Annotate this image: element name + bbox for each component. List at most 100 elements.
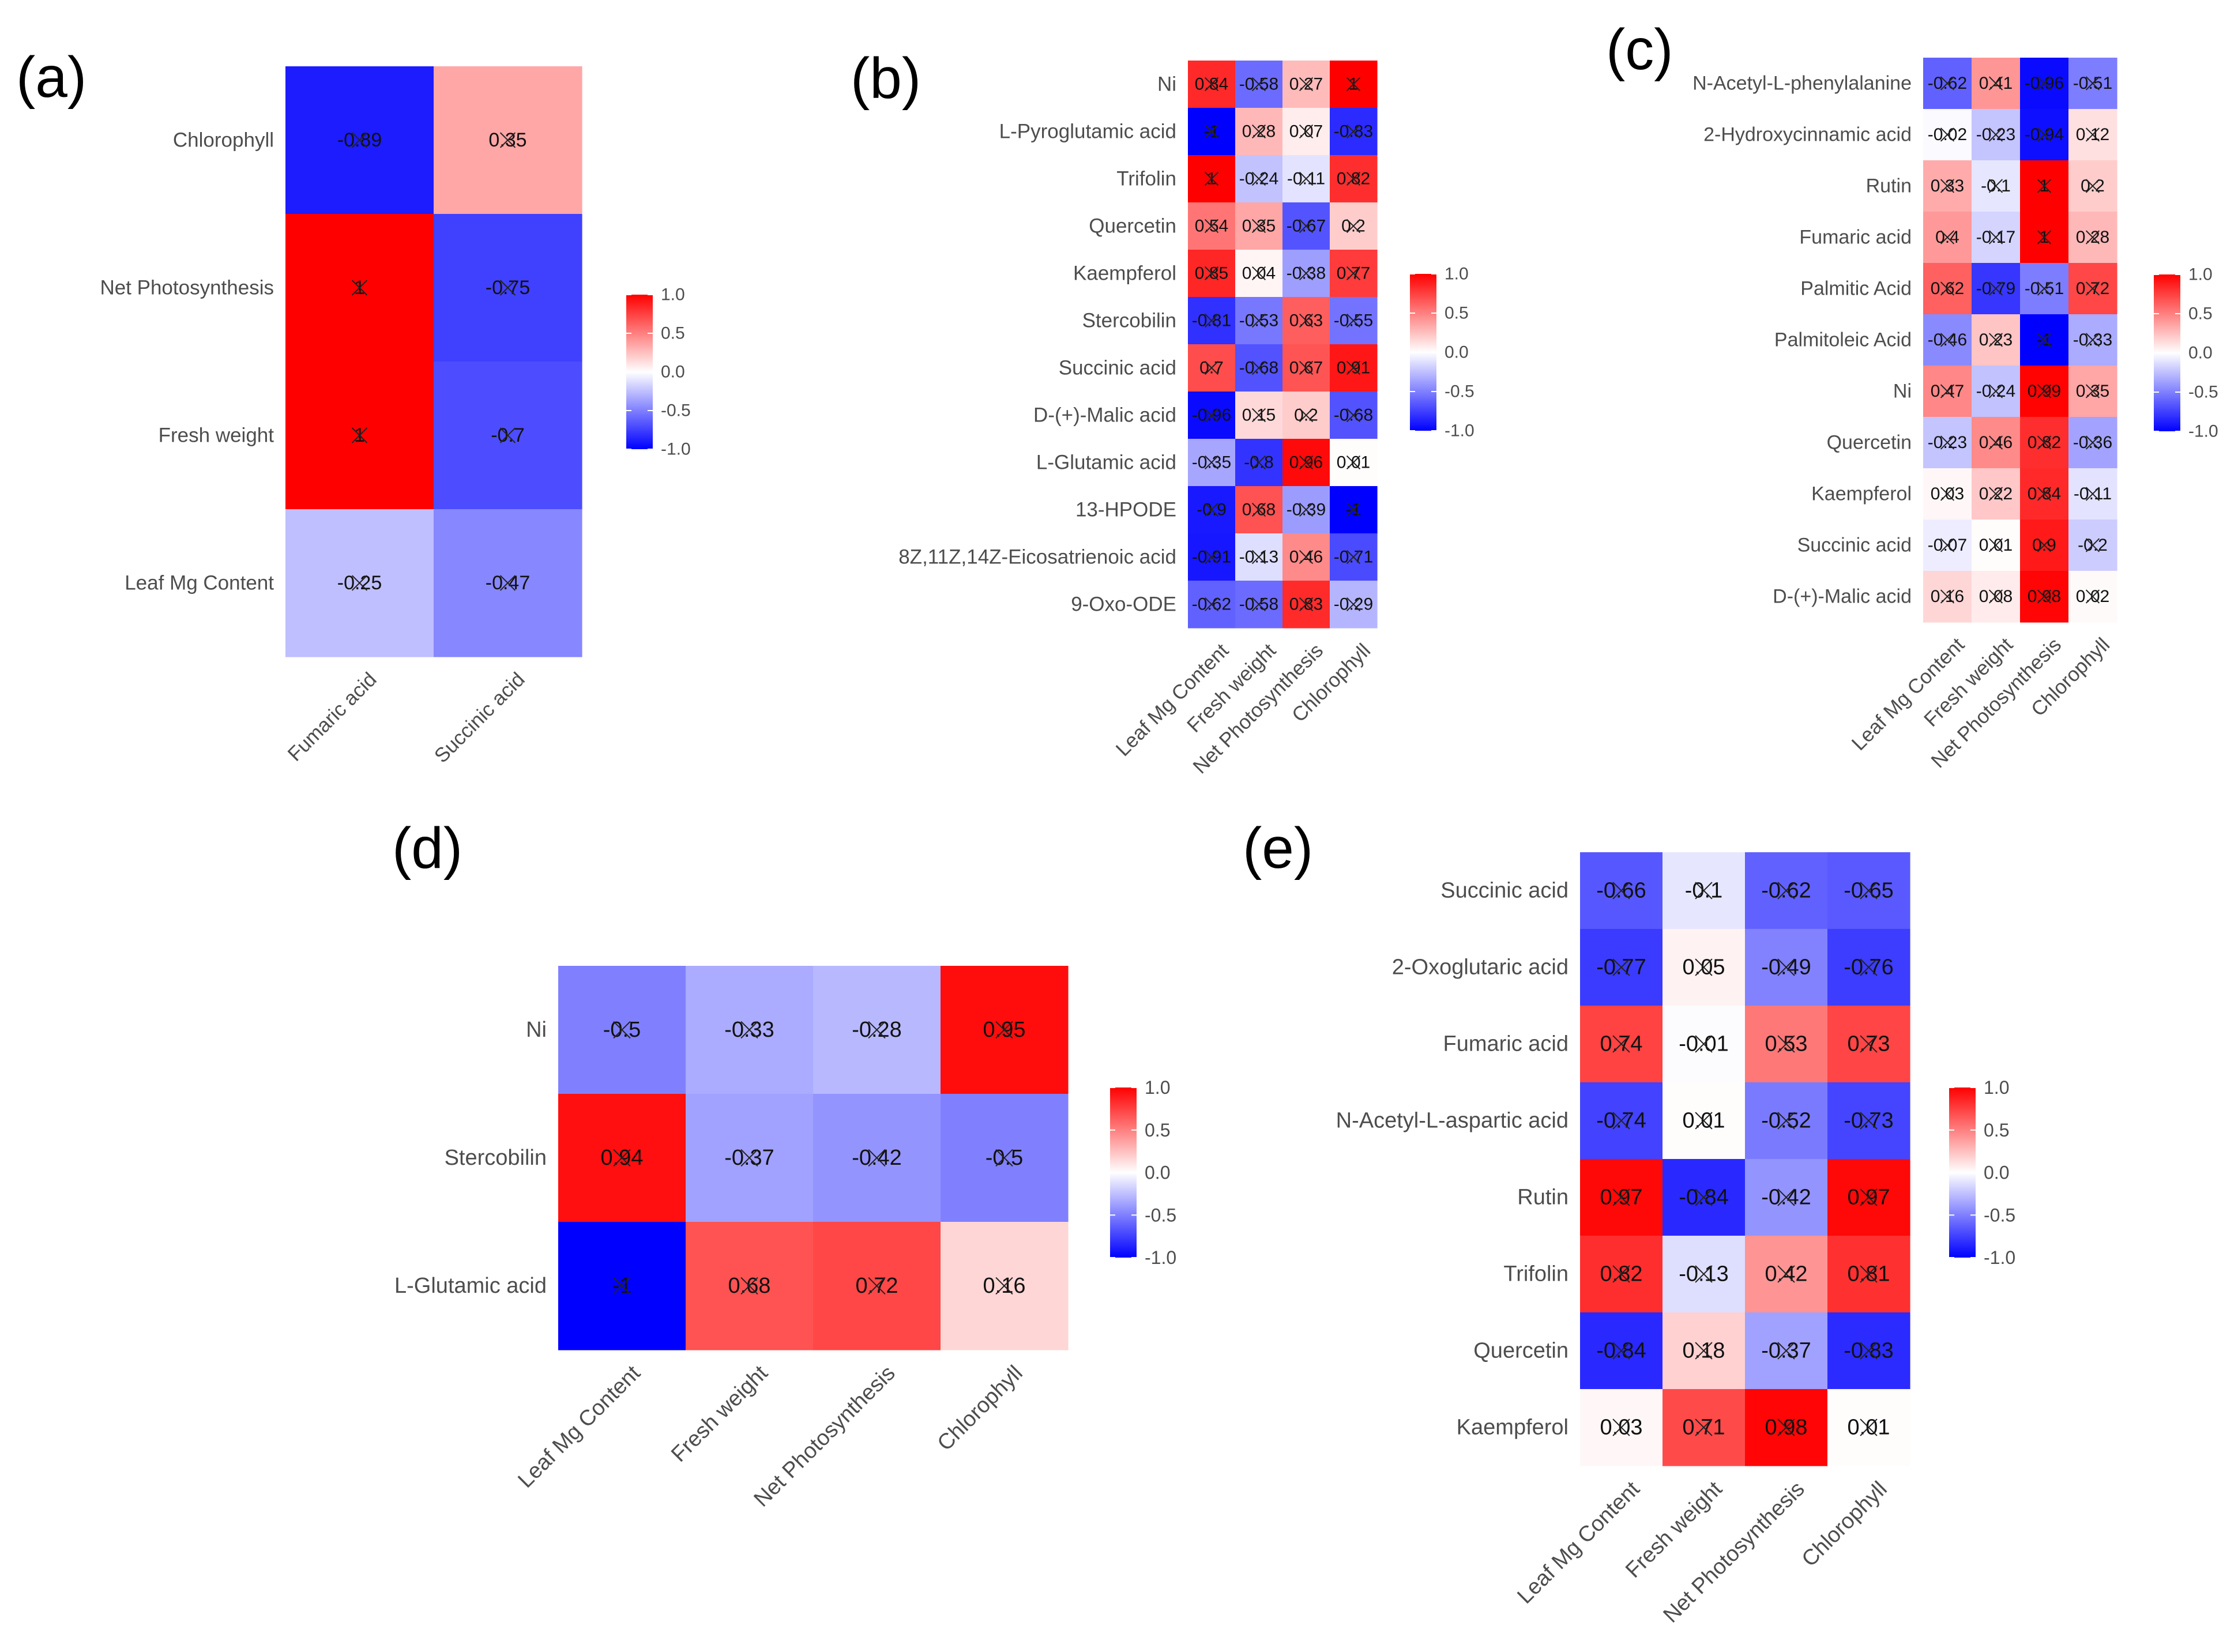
cross-mark [1612,882,1630,900]
row-label: Stercobilin [445,1146,547,1170]
cross-mark [1940,487,1955,501]
heatmap-panel-3: (c)-0.62 0.41 -0.96 -0.51-0.02 -0.23 -0.94 0.1… [1606,17,2218,772]
row-label: Trifolin [1503,1262,1569,1286]
column-label: Leaf Mg Content [513,1361,645,1493]
cross-mark [2085,127,2100,142]
cross-mark [1695,882,1713,900]
panel-label: (b) [851,46,921,111]
cross-mark [2037,281,2052,296]
cross-mark [1777,1342,1795,1360]
legend-tick-label: 1.0 [1145,1077,1170,1098]
cross-mark [1346,313,1361,328]
cross-mark [1204,77,1219,92]
cross-mark [1204,455,1219,470]
cross-mark [1251,219,1266,234]
cross-mark [2037,538,2052,552]
cross-mark [1940,127,1955,142]
legend-tick-label: 0.5 [1145,1120,1170,1141]
row-label: Stercobilin [1082,310,1176,332]
row-label: Ni [526,1018,547,1042]
row-label: Kaempferol [1073,262,1176,285]
cross-mark [1204,550,1219,565]
cross-mark [1988,230,2003,244]
cross-mark [868,1277,886,1295]
row-label: Ni [1893,381,1912,402]
cross-mark [1695,1265,1713,1283]
cross-mark [1988,487,2003,501]
legend-tick-label: 0.0 [1445,343,1469,362]
row-label: 2-Hydroxycinnamic acid [1703,124,1912,146]
legend-tick-label: 0.5 [1984,1120,2009,1141]
column-label: Net Photosynthesis [750,1361,900,1511]
cross-mark [1299,455,1314,470]
row-label: N-Acetyl-L-aspartic acid [1336,1109,1569,1133]
row-label: D-(+)-Malic acid [1033,404,1176,427]
cross-mark [1860,1265,1878,1283]
cross-mark [1612,958,1630,976]
cross-mark [868,1021,886,1039]
cross-mark [1777,882,1795,900]
cross-mark [1251,550,1266,565]
cross-mark [1695,1342,1713,1360]
row-label: Leaf Mg Content [125,572,274,594]
cross-mark [2085,384,2100,398]
column-label: Chlorophyll [933,1361,1028,1455]
cross-mark [740,1021,758,1039]
legend-tick-label: 0.5 [1445,304,1469,323]
legend-tick-label: 0.5 [661,324,685,343]
cross-mark [2085,487,2100,501]
cross-mark [1299,124,1314,139]
row-label: Chlorophyll [173,129,274,152]
row-label: Fumaric acid [1443,1032,1569,1056]
row-label: Fumaric acid [1799,227,1912,249]
column-label: Fumaric acid [283,668,381,766]
cross-mark [1346,455,1361,470]
cross-mark [613,1149,631,1167]
cross-mark [1346,219,1361,234]
cross-mark [1204,360,1219,375]
cross-mark [499,427,516,443]
cross-mark [2085,589,2100,604]
cross-mark [1204,219,1219,234]
cross-mark [1988,179,2003,193]
cross-mark [1777,1418,1795,1436]
cross-mark [1346,77,1361,92]
cross-mark [351,427,368,443]
cross-mark [1988,538,2003,552]
panel-label: (a) [16,45,86,110]
legend-tick-label: -1.0 [1984,1247,2015,1268]
cross-mark [1251,455,1266,470]
legend-tick-label: -0.5 [661,401,691,420]
cross-mark [2037,589,2052,604]
cross-mark [1988,127,2003,142]
cross-mark [1204,313,1219,328]
cross-mark [1346,408,1361,423]
cross-mark [995,1277,1013,1295]
legend-tick-label: -1.0 [1445,422,1475,441]
row-label: N-Acetyl-L-phenylalanine [1692,73,1912,95]
cross-mark [1204,502,1219,517]
row-label: Quercetin [1827,432,1912,454]
cross-mark [1346,124,1361,139]
cross-mark [1612,1188,1630,1206]
cross-mark [1612,1418,1630,1436]
cross-mark [499,132,516,148]
cross-mark [1299,502,1314,517]
row-label: Palmitic Acid [1800,278,1912,300]
cross-mark [1346,171,1361,186]
row-label: 2-Oxoglutaric acid [1392,955,1569,980]
heatmap-panel-4: (d)-0.5 -0.33 -0.28 0.950.94 -0.37 -0.42 -0.5-… [392,816,1176,1512]
cross-mark [2085,333,2100,347]
cross-mark [995,1021,1013,1039]
legend-tick-label: 1.0 [1445,265,1469,284]
legend-tick-label: -1.0 [661,440,691,459]
cross-mark [2037,435,2052,450]
row-label: L-Glutamic acid [1036,451,1176,474]
cross-mark [1612,1035,1630,1053]
row-label: Fresh weight [159,424,274,447]
cross-mark [1988,589,2003,604]
cross-mark [1988,384,2003,398]
heatmap-panel-5: (e)-0.66 -0.1 -0.62 -0.65-0.77 0.05 -0.49 -0.7… [1243,816,2015,1628]
cross-mark [1612,1265,1630,1283]
cross-mark [995,1149,1013,1167]
